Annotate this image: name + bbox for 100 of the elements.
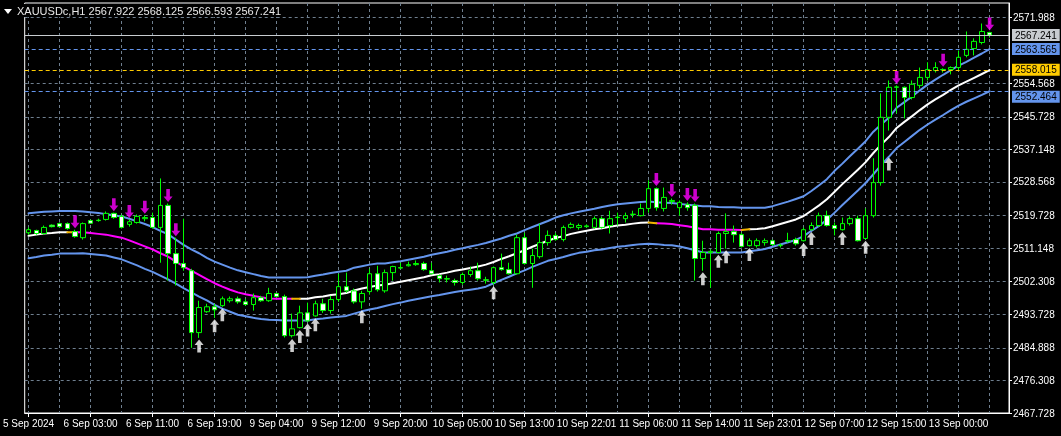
candlestick: [723, 212, 729, 250]
candlestick: [685, 201, 690, 212]
candlestick: [305, 302, 310, 323]
candlestick: [778, 243, 783, 249]
candlestick: [243, 298, 248, 307]
candlestick: [49, 223, 55, 228]
candlestick: [948, 65, 954, 75]
ref-line-label: 2563.565: [1015, 43, 1058, 55]
candlestick: [553, 232, 558, 242]
candlestick: [661, 187, 667, 212]
candlestick: [623, 212, 628, 223]
candlestick: [196, 300, 202, 339]
candlestick: [103, 210, 109, 222]
candlestick: [382, 269, 388, 294]
candlestick: [429, 262, 434, 276]
candlestick: [840, 217, 845, 231]
point: [124, 204, 134, 218]
y-tick-label: 2484.888: [1013, 342, 1056, 354]
candlestick: [460, 272, 465, 286]
candlestick: [692, 203, 698, 282]
candlestick: [289, 313, 295, 339]
candlestick: [669, 198, 675, 206]
candlestick: [34, 229, 39, 236]
x-tick-label: 9 Sep 20:00: [373, 417, 428, 429]
candlestick: [406, 261, 411, 268]
candlestick: [150, 212, 155, 230]
y-tick-label: 2493.728: [1013, 308, 1056, 320]
candlestick: [971, 37, 977, 56]
y-tick-label: 2519.728: [1013, 210, 1056, 222]
candlestick: [902, 86, 907, 119]
point: [938, 53, 948, 67]
candlestick: [708, 248, 713, 289]
x-tick-label: 12 Sep 15:00: [866, 417, 927, 429]
candlestick: [119, 214, 124, 230]
candlestick: [390, 265, 396, 282]
x-tick-label: 12 Sep 07:00: [804, 417, 865, 429]
x-tick-label: 13 Sep 00:00: [928, 417, 989, 429]
candlestick: [855, 215, 861, 242]
point: [806, 231, 816, 245]
candlestick: [739, 232, 744, 249]
candlestick: [824, 210, 830, 228]
point: [287, 339, 297, 353]
candlestick: [173, 237, 179, 287]
candlestick: [158, 177, 163, 264]
candlestick: [274, 292, 279, 299]
point: [721, 250, 731, 264]
point: [310, 318, 320, 332]
point: [295, 329, 305, 343]
candlestick: [979, 23, 985, 45]
candlestick: [677, 199, 682, 217]
y-tick-label: 2476.308: [1013, 374, 1056, 386]
candlestick: [925, 61, 930, 81]
candlestick: [475, 262, 481, 282]
x-tick-label: 11 Sep 06:00: [619, 417, 679, 429]
candlestick: [514, 234, 520, 276]
x-tick-label: 9 Sep 04:00: [249, 417, 304, 429]
candlestick: [816, 212, 822, 228]
candlestick: [127, 218, 132, 228]
y-tick-label: 2554.568: [1013, 77, 1056, 89]
candlestick: [437, 274, 442, 283]
x-tick-label: 10 Sep 13:00: [494, 417, 555, 429]
candlestick: [506, 262, 512, 276]
candlestick: [646, 179, 651, 214]
candlestick: [964, 30, 969, 58]
candlestick: [731, 225, 737, 244]
point: [163, 189, 173, 203]
candlestick: [297, 305, 303, 329]
ref-line-label: 2567.241: [1015, 29, 1058, 41]
candlestick: [638, 203, 644, 217]
candlestick: [762, 237, 768, 247]
candlestick: [398, 262, 403, 270]
candlestick: [499, 253, 504, 272]
candlestick: [421, 261, 427, 272]
point: [70, 215, 80, 229]
candlestick: [801, 226, 806, 242]
point: [210, 319, 220, 333]
candlestick: [832, 221, 837, 236]
candlestick: [258, 295, 264, 303]
candlestick: [491, 266, 496, 286]
x-tick-label: 10 Sep 22:01: [556, 417, 617, 429]
point: [698, 272, 708, 286]
candlestick: [328, 295, 334, 315]
candlestick: [809, 221, 814, 231]
point: [799, 242, 809, 256]
candlestick: [615, 212, 620, 227]
y-tick-label: 2511.148: [1013, 242, 1055, 254]
candlestick: [607, 210, 613, 234]
candlestick: [413, 259, 419, 267]
candlestick: [65, 221, 70, 231]
candlestick: [227, 296, 233, 304]
candlestick: [878, 92, 884, 187]
x-tick-label: 11 Sep 23:01: [743, 417, 803, 429]
candlestick: [793, 237, 799, 247]
candlestick: [909, 79, 915, 100]
x-tick-label: 9 Sep 12:00: [311, 417, 366, 429]
point: [861, 240, 871, 254]
x-tick-label: 6 Sep 11:00: [125, 417, 180, 429]
candlestick: [41, 225, 47, 236]
candlestick: [886, 79, 892, 132]
candlestick: [181, 218, 186, 272]
